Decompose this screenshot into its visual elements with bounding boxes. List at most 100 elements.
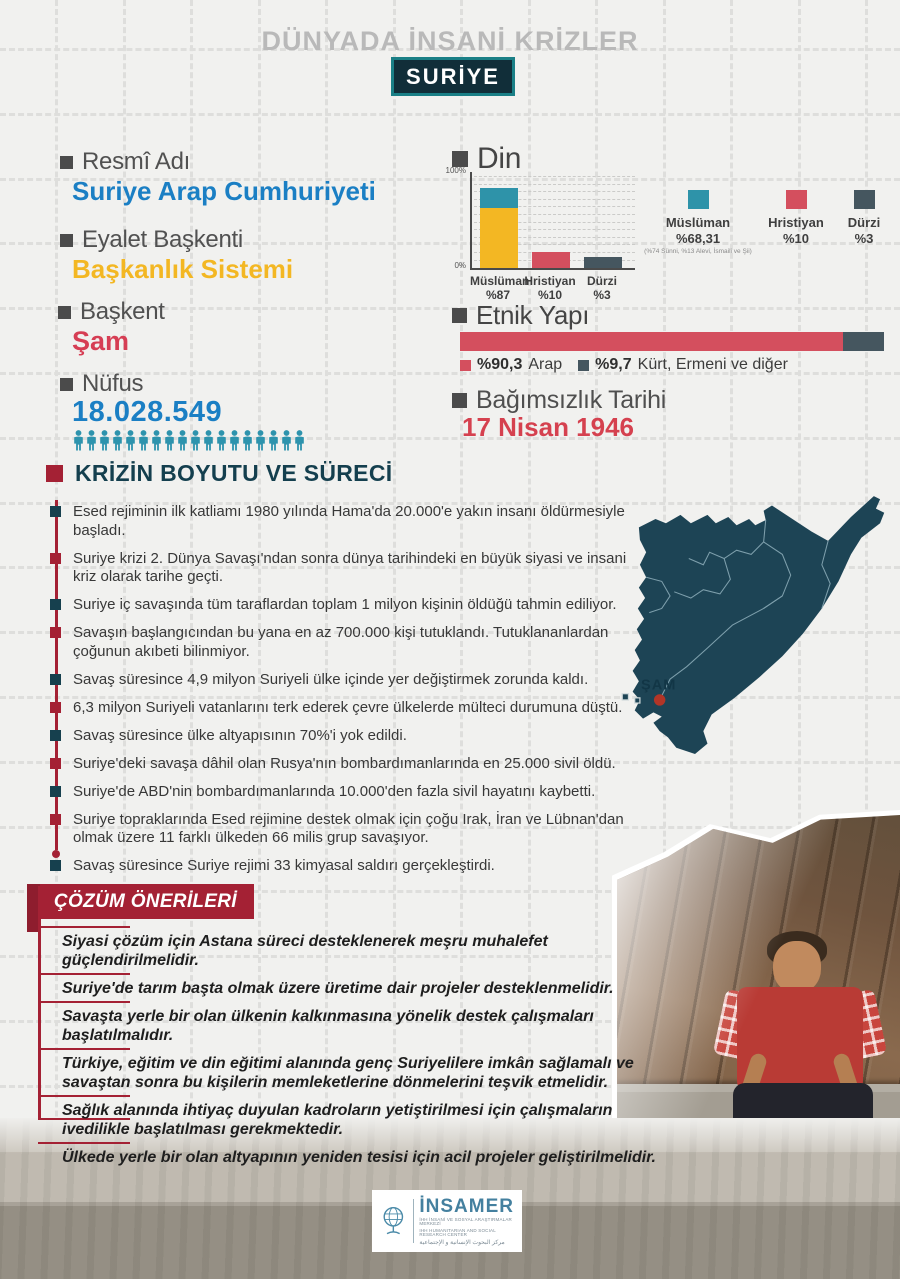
solution-item: Suriye'de tarım başta olmak üzere üretim…	[38, 973, 662, 998]
page-kicker: DÜNYADA İNSANİ KRİZLER	[261, 26, 639, 56]
grid-dash-row	[0, 631, 900, 635]
grid-dash-row	[0, 696, 900, 699]
legend-name: Arap	[528, 356, 563, 373]
solution-item: Ülkede yerle bir olan altyapının yeniden…	[38, 1142, 662, 1167]
grid-dash-column	[122, 0, 126, 1279]
logo-subtitle-tr: İHH İNSANİ VE SOSYAL ARAŞTIRMALAR MERKEZ…	[419, 1216, 512, 1226]
grid-dash-row	[0, 112, 900, 116]
chart-gridline	[474, 183, 635, 185]
legend-swatch	[785, 190, 807, 209]
official-name-label: Resmî Adı	[60, 148, 190, 176]
crisis-item-list: Esed rejiminin ilk katliamı 1980 yılında…	[50, 503, 648, 885]
grid-dash-row	[0, 955, 900, 959]
grid-dash-row	[0, 436, 900, 440]
chart-gridline	[474, 198, 635, 200]
legend-note: (%74 Sünni, %13 Alevi, İsmaili ve Şii)	[644, 248, 752, 255]
crisis-item: Savaş süresince Suriye rejimi 33 kimyasa…	[50, 857, 648, 876]
chart-gridline	[474, 206, 635, 208]
chart-gridline	[474, 214, 635, 215]
legend-name: Müslüman	[665, 215, 731, 230]
grid-dash-row	[0, 1020, 900, 1023]
chart-gridline	[474, 244, 635, 246]
person-icon	[98, 430, 111, 456]
small-enclave	[634, 697, 641, 704]
syria-outline	[632, 496, 885, 754]
crisis-item: Savaşın başlangıcından bu yana en az 700…	[50, 624, 648, 661]
square-bullet-icon	[60, 155, 73, 169]
solution-item: Sağlık alanında ihtiyaç duyulan kadrolar…	[38, 1095, 662, 1139]
religion-bar-Dürzi	[584, 257, 622, 268]
logo-name: İNSAMER	[419, 1195, 514, 1217]
crisis-item: Suriye iç savaşında tüm taraflardan topl…	[50, 596, 648, 615]
solutions-header-tab	[27, 884, 40, 932]
legend-pct: %3	[854, 231, 874, 246]
country-title-box: SURİYE	[391, 57, 515, 96]
small-enclave	[621, 693, 630, 701]
person-icon	[189, 430, 202, 456]
person-icon	[111, 430, 124, 456]
capital-city-label: ŞAM	[641, 678, 676, 694]
ethnicity-stacked-bar	[460, 332, 884, 351]
logo-subtitle-ar: مركز البحوث الإنسانية و الإجتماعية	[419, 1239, 505, 1246]
grid-dash-row	[0, 566, 900, 570]
province-borders	[646, 520, 831, 697]
person-icon	[241, 430, 254, 456]
religion-x-label: Müslüman %87	[470, 274, 530, 302]
grid-dash-row	[0, 48, 900, 51]
independence-value: 17 Nisan 1946	[462, 412, 635, 442]
crisis-item: Suriye'deki savaşa dâhil olan Rusya'nın …	[50, 755, 648, 774]
religion-x-value: %10	[537, 288, 563, 302]
person-icon	[280, 430, 293, 456]
person-icon	[85, 430, 98, 456]
square-bullet-icon	[60, 233, 73, 247]
logo-subtitle-en: IHH HUMANITARIAN AND SOCIAL RESEARCH CEN…	[419, 1227, 496, 1237]
red-square-bullet-icon	[46, 465, 63, 482]
person-icon	[124, 430, 137, 456]
bar-segment	[584, 257, 622, 268]
person-icon	[150, 430, 163, 456]
solutions-item-list: Siyasi çözüm için Astana süreci destekle…	[38, 926, 662, 1176]
grid-dash-column	[797, 0, 801, 1279]
legend-pct: %10	[782, 231, 810, 246]
crisis-item: Suriye krizi 2. Dünya Savaşı'ndan sonra …	[50, 550, 648, 587]
chart-gridline	[474, 229, 635, 231]
legend-pct: %9,7	[595, 356, 632, 373]
religion-legend-item: Müslüman %68,31 (%74 Sünni, %13 Alevi, İsm…	[642, 190, 754, 255]
population-person-icons	[72, 430, 306, 456]
crisis-section-header: KRİZİN BOYUTU VE SÜRECİ	[46, 460, 392, 487]
solutions-section-title: ÇÖZÜM ÖNERİLERİ	[54, 890, 237, 912]
country-title: SURİYE	[406, 63, 500, 89]
capital-label: Başkent	[58, 298, 165, 326]
square-bullet-icon	[452, 151, 468, 167]
legend-name: Dürzi	[847, 215, 881, 230]
person-icon	[72, 430, 85, 456]
religion-x-label: Hristiyan %10	[522, 274, 578, 302]
legend-pct: %68,31	[675, 231, 721, 246]
solutions-section-header: ÇÖZÜM ÖNERİLERİ	[40, 884, 254, 919]
grid-dash-column	[392, 0, 396, 1279]
crisis-item: Savaş süresince ülke altyapısının 70%'i …	[50, 727, 648, 746]
ethnicity-segment	[460, 332, 843, 351]
religion-x-label: Dürzi %3	[574, 274, 630, 302]
ethnicity-legend: %90,3 Arap %9,7 Kürt, Ermeni ve diğer	[460, 356, 798, 374]
square-bullet-icon	[452, 308, 467, 323]
independence-label: Bağımsızlık Tarihi	[452, 386, 666, 415]
crisis-item: 6,3 milyon Suriyeli vatanlarını terk ede…	[50, 699, 648, 718]
legend-swatch	[578, 359, 590, 371]
bar-segment	[480, 188, 518, 208]
insamer-logo: İNSAMER İHH İNSANİ VE SOSYAL ARAŞTIRMALA…	[372, 1190, 522, 1252]
religion-legend-item: Dürzi %3	[838, 190, 890, 255]
government-label: Eyalet Başkenti	[60, 226, 243, 254]
grid-dash-row	[0, 177, 900, 181]
legend-swatch	[853, 190, 875, 209]
grid-dash-row	[0, 501, 900, 505]
person-icon	[137, 430, 150, 456]
grid-dash-column	[527, 0, 531, 1279]
grid-dash-row	[0, 1084, 900, 1088]
legend-name: Hristiyan	[768, 215, 824, 230]
grid-dash-column	[595, 0, 598, 1279]
crisis-item: Suriye topraklarında Esed rejimine deste…	[50, 811, 648, 848]
population-value: 18.028.549	[72, 396, 223, 428]
syria-map: ŞAM	[621, 496, 885, 754]
legend-pct: %90,3	[477, 356, 523, 373]
